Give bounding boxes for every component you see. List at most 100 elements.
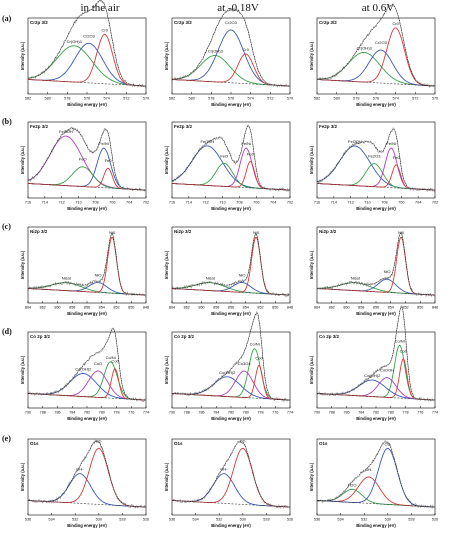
x-tick-label: 862 — [329, 306, 335, 310]
peak-label: Fe/Ni — [241, 141, 251, 146]
x-tick-label: 852 — [113, 306, 119, 310]
y-axis-label: Intensity (a.u.) — [164, 462, 169, 491]
panel-title: Fe2p 3/2 — [319, 124, 338, 129]
x-tick-label: 536 — [25, 518, 31, 522]
peak-label: Cr0 — [101, 27, 108, 32]
panel-title: O1s — [319, 441, 328, 446]
panel-title: Co 2p 3/2 — [30, 334, 51, 339]
x-tick-label: 850 — [417, 306, 423, 310]
x-tick-label: 712 — [59, 201, 65, 205]
x-axis-label: Binding energy (eV) — [356, 102, 396, 107]
x-tick-label: 534 — [192, 518, 198, 522]
x-tick-label: 774 — [432, 411, 438, 415]
plot-frame — [316, 121, 436, 199]
y-axis-label: Intensity (a.u.) — [20, 462, 25, 491]
x-tick-label: 570 — [432, 97, 438, 101]
plot-frame — [316, 438, 436, 516]
peak-label: Co/Ni — [395, 338, 405, 343]
fit-envelope-line — [317, 441, 436, 508]
x-tick-label: 710 — [219, 201, 225, 205]
x-tick-label: 706 — [109, 201, 115, 205]
y-axis-label: Intensity (a.u.) — [20, 355, 25, 384]
x-tick-label: 708 — [381, 201, 387, 205]
x-axis-label: Binding energy (eV) — [211, 523, 251, 528]
x-tick-label: 528 — [263, 518, 269, 522]
x-axis-label: Binding energy (eV) — [211, 206, 251, 211]
x-tick-label: 536 — [169, 518, 175, 522]
background-line — [27, 79, 147, 87]
x-tick-label: 848 — [432, 306, 438, 310]
x-tick-label: 778 — [402, 411, 408, 415]
x-tick-label: 782 — [373, 411, 379, 415]
x-tick-label: 572 — [123, 97, 129, 101]
x-axis-label: Binding energy (eV) — [67, 523, 107, 528]
component-peak-Cr0 — [28, 33, 147, 87]
x-tick-label: 786 — [54, 411, 60, 415]
x-tick-label: 702 — [432, 201, 438, 205]
x-tick-label: 858 — [69, 306, 75, 310]
x-tick-label: 788 — [329, 411, 335, 415]
y-axis-label: Intensity (a.u.) — [309, 355, 314, 384]
x-tick-label: 864 — [169, 306, 175, 310]
x-tick-label: 784 — [213, 411, 219, 415]
fit-envelope-line — [172, 440, 291, 508]
x-tick-label: 854 — [243, 306, 249, 310]
row-label-d: (d) — [2, 327, 12, 336]
raw-spectrum-line — [172, 441, 291, 509]
peak-label: Ni0 — [398, 230, 405, 235]
fit-envelope-line — [27, 128, 147, 191]
x-axis-label: Binding energy (eV) — [356, 206, 396, 211]
peak-label: Co0 — [111, 359, 119, 364]
raw-spectrum-line — [316, 440, 436, 510]
peak-label: Cr(OH)3 — [67, 39, 83, 44]
x-tick-label: 858 — [213, 306, 219, 310]
column-header-air: in the air — [80, 2, 120, 14]
peak-label: Nisat — [206, 276, 216, 281]
peak-label: Cr2O3 — [225, 20, 238, 25]
component-peak-FeOOH — [171, 145, 291, 191]
component-peak-Cr2O3 — [28, 42, 147, 87]
peak-label: FeOOH — [201, 139, 215, 144]
row-label-e: (e) — [2, 434, 11, 443]
raw-spectrum-line — [316, 231, 436, 298]
y-axis-label: Intensity (a.u.) — [20, 41, 25, 70]
x-axis-label: Binding energy (eV) — [356, 523, 396, 528]
x-tick-label: 706 — [398, 201, 404, 205]
fit-envelope-line — [317, 232, 436, 296]
x-tick-label: 784 — [69, 411, 75, 415]
peak-label: FeOOH — [59, 129, 73, 134]
x-tick-label: 716 — [25, 201, 31, 205]
x-tick-label: 528 — [408, 518, 414, 522]
peak-label: Fe0 — [105, 158, 113, 163]
x-axis-label: Binding energy (eV) — [211, 311, 251, 316]
x-tick-label: 574 — [392, 97, 398, 101]
peak-label: Ni0 — [253, 230, 260, 235]
peak-label: Fe/Ni — [386, 141, 396, 146]
x-tick-label: 786 — [343, 411, 349, 415]
component-peak-Fe0 — [28, 167, 147, 191]
x-tick-label: 850 — [272, 306, 278, 310]
raw-spectrum-line — [171, 7, 291, 88]
x-tick-label: 784 — [358, 411, 364, 415]
panel-title: Cr2p 3/2 — [174, 20, 192, 25]
y-axis-label: Intensity (a.u.) — [309, 145, 314, 174]
peak-label: OH- — [76, 467, 84, 472]
y-axis-label: Intensity (a.u.) — [164, 355, 169, 384]
x-tick-label: 714 — [42, 201, 48, 205]
fit-envelope-line — [317, 306, 436, 401]
x-tick-label: 862 — [184, 306, 190, 310]
x-tick-label: 536 — [314, 518, 320, 522]
x-tick-label: 852 — [257, 306, 263, 310]
peak-label: CoO — [94, 361, 102, 366]
peak-label: Co/Ni — [250, 342, 260, 347]
peak-label: H2O — [348, 482, 356, 487]
x-tick-label: 582 — [314, 97, 320, 101]
x-tick-label: 708 — [236, 201, 242, 205]
panel-title: Ni2p 3/2 — [319, 229, 337, 234]
plot-frame — [171, 438, 291, 516]
peak-label: CoOOH — [380, 368, 394, 373]
y-axis-label: Intensity (a.u.) — [20, 250, 25, 279]
x-tick-label: 570 — [287, 97, 293, 101]
